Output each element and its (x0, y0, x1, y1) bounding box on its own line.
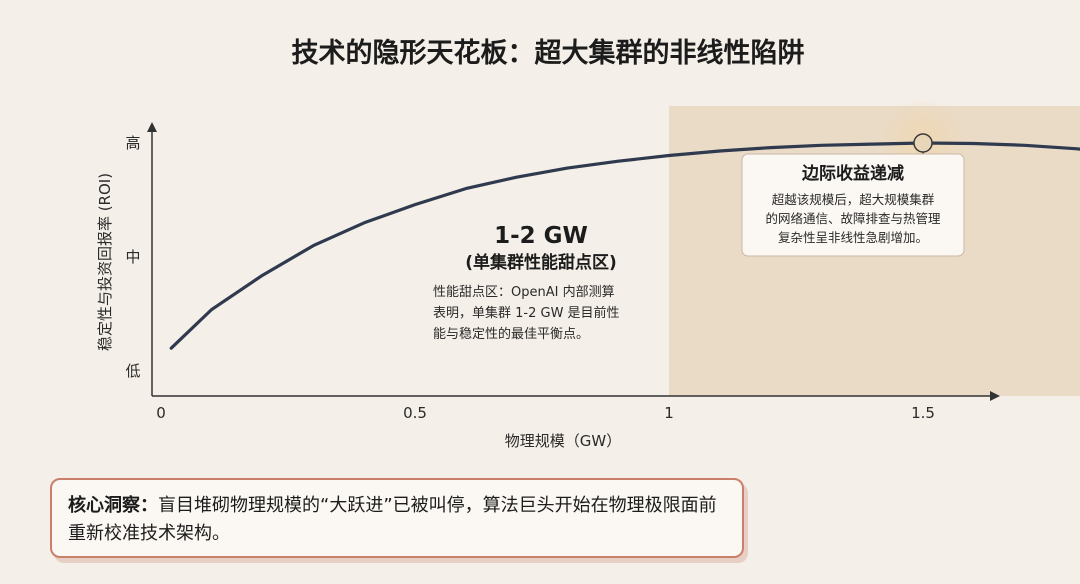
y-axis-arrow (147, 122, 157, 132)
sweet-spot-desc-1: 性能甜点区：OpenAI 内部测算 (433, 284, 615, 300)
sweet-spot-subtitle: (单集群性能甜点区) (465, 252, 617, 273)
x-tick-label: 0 (156, 404, 166, 422)
axes (147, 122, 1000, 401)
y-axis-label: 稳定性与投资回报率 (ROI) (96, 173, 114, 351)
series-line (169, 141, 1080, 350)
x-axis-label: 物理规模（GW） (505, 432, 621, 450)
x-tick-label: 1 (664, 404, 674, 422)
y-tick-label: 低 (125, 362, 140, 380)
y-tick-label: 高 (125, 134, 140, 152)
diminishing-returns-desc-1: 超越该规模后，超大规模集群 (772, 192, 935, 207)
sweet-spot-desc-3: 能与稳定性的最佳平衡点。 (433, 326, 589, 342)
y-tick-label: 中 (125, 248, 140, 266)
sweet-spot-desc-2: 表明，单集群 1-2 GW 是目前性 (433, 305, 620, 321)
x-tick-label: 1.5 (911, 404, 935, 422)
diminishing-returns-desc-3: 复杂性呈非线性急剧增加。 (778, 230, 928, 245)
chart-title: 技术的隐形天花板：超大集群的非线性陷阱 (292, 37, 805, 69)
x-ticks: 00.511.522.53+ (156, 404, 935, 422)
sweet-spot-title: 1-2 GW (494, 223, 588, 249)
diminishing-returns-callout (741, 153, 965, 257)
insight-text: 盲目堆砌物理规模的“大跃进”已被叫停，算法巨头开始在物理极限面前重新校准技术架构… (68, 495, 717, 544)
insight-label: 核心洞察： (68, 495, 158, 516)
y-ticks: 低中高 (125, 134, 140, 380)
peak-marker (913, 133, 933, 153)
x-tick-label: 0.5 (403, 404, 427, 422)
diminishing-returns-desc-2: 的网络通信、故障排查与热管理 (765, 211, 941, 226)
x-axis-arrow (990, 391, 1000, 401)
insight-box: 核心洞察：盲目堆砌物理规模的“大跃进”已被叫停，算法巨头开始在物理极限面前重新校… (50, 478, 744, 558)
diminishing-returns-title: 边际收益递减 (801, 163, 904, 184)
